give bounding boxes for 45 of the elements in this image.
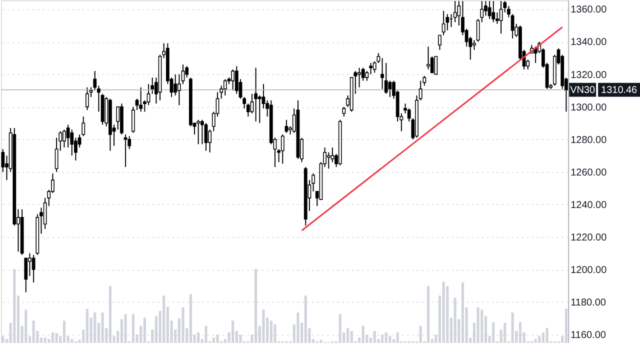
candlestick <box>139 86 143 112</box>
candlestick <box>330 147 334 163</box>
y-tick-label: 1340.00 <box>570 37 608 48</box>
candlestick <box>258 94 262 124</box>
candlestick <box>24 258 28 293</box>
y-tick-label: 1220.00 <box>570 232 608 244</box>
candlestick <box>426 46 430 70</box>
ref-line-label: VN30 <box>570 84 596 96</box>
candlestick <box>446 14 450 31</box>
y-tick-label: 1240.00 <box>570 200 608 211</box>
candlestick <box>28 252 32 277</box>
candlestick <box>438 34 442 50</box>
candlestick <box>223 78 227 96</box>
candlestick <box>472 40 476 50</box>
y-tick-label: 1200.00 <box>570 265 608 276</box>
candlestick <box>430 56 434 74</box>
y-tick-label: 1320.00 <box>570 70 608 81</box>
y-tick-label: 1260.00 <box>570 167 608 178</box>
candlestick <box>146 84 150 106</box>
candlestick <box>86 86 89 111</box>
candlestick <box>116 106 120 130</box>
candlestick <box>124 134 128 168</box>
candlestick <box>388 80 392 98</box>
candlestick <box>231 68 235 92</box>
candlestick <box>442 10 446 36</box>
y-tick-label: 1180.00 <box>570 298 606 309</box>
candlestick <box>358 67 361 88</box>
candlestick <box>326 152 330 170</box>
y-tick-label: 1160.00 <box>570 330 606 342</box>
y-tick-label: 1360.00 <box>570 4 608 16</box>
candlestick <box>384 62 388 94</box>
candlestick <box>262 84 266 109</box>
candlestick <box>254 67 258 122</box>
candlestick <box>369 62 372 75</box>
candlestick <box>434 56 438 75</box>
text: 1310.46 <box>601 84 638 96</box>
y-tick-label: 1280.00 <box>570 134 608 146</box>
candlestick <box>488 0 492 20</box>
y-tick-label: 1300.00 <box>570 102 608 114</box>
candlestick <box>365 70 369 82</box>
candlestick <box>32 254 36 284</box>
candlestick <box>280 134 284 164</box>
candlestick <box>234 66 238 94</box>
candlestick <box>196 119 200 145</box>
candlestick <box>492 0 496 23</box>
